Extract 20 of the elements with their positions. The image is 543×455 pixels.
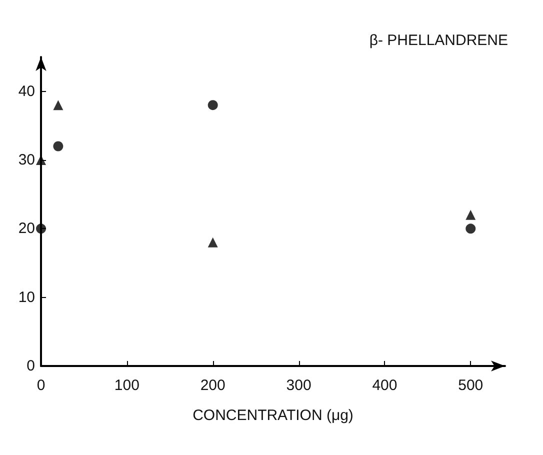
y-tick-label: 0 [26,358,35,374]
point [466,224,476,234]
chart-title: β- PHELLANDRENE [369,32,508,49]
point [466,210,476,220]
x-tick-label: 100 [114,377,140,394]
x-tick-label: 300 [286,377,312,394]
x-tick-label: 200 [200,377,226,394]
point [53,100,64,110]
x-tick-label: 400 [372,377,398,394]
y-tick-label: 20 [18,220,35,238]
x-tick-label: 0 [36,377,46,394]
x-tick-label: 500 [458,377,484,394]
point [208,237,218,248]
point [36,224,46,234]
point [208,100,218,110]
y-tick-label: 30 [18,152,35,168]
x-axis-title: CONCENTRATION (μg) [192,407,354,424]
y-tick-label: 40 [18,82,35,100]
point [53,141,64,152]
y-tick-label: 10 [18,288,35,306]
